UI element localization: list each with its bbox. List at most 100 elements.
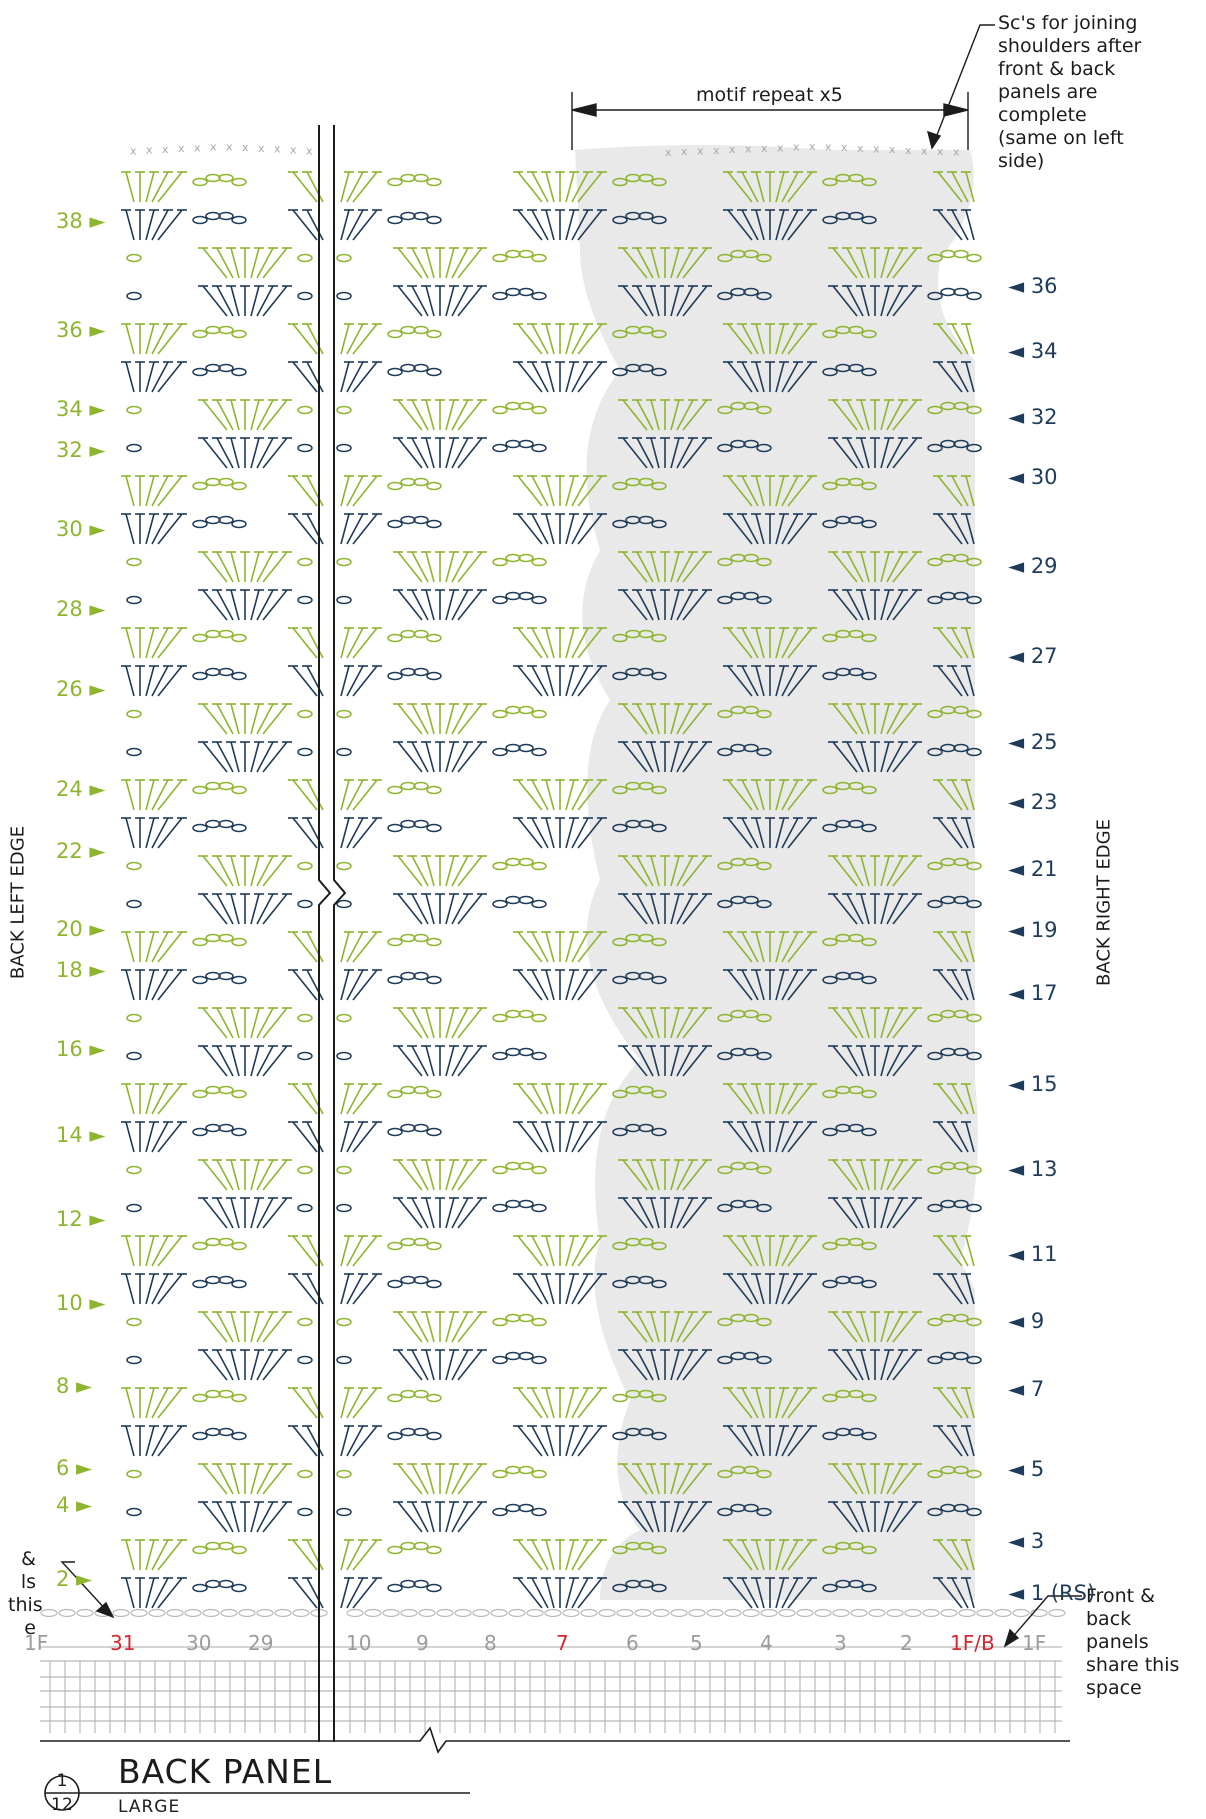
left-row-label: 10 ► (56, 1291, 106, 1315)
foundation-label: 4 (760, 1631, 773, 1655)
svg-text:x: x (825, 141, 832, 154)
left-row-label: 2 ► (56, 1567, 93, 1591)
left-partial-note-line: & (21, 1548, 36, 1570)
svg-text:x: x (665, 146, 672, 159)
foundation-label: 6 (626, 1631, 639, 1655)
left-row-label: 32 ► (56, 438, 106, 462)
right-row-label: ◄ 32 (1008, 405, 1058, 429)
svg-text:x: x (210, 141, 217, 154)
left-row-label: 36 ► (56, 318, 106, 342)
svg-text:x: x (921, 144, 928, 157)
shoulder-note-line: shoulders after (998, 35, 1142, 57)
left-row-label: 26 ► (56, 677, 106, 701)
svg-text:x: x (681, 145, 688, 158)
foundation-label: 3 (834, 1631, 847, 1655)
svg-text:x: x (194, 141, 201, 154)
svg-text:x: x (905, 144, 912, 157)
column-break-lines (318, 125, 347, 1742)
foundation-label: 1F/B (950, 1631, 995, 1655)
foundation-label: 1F (24, 1631, 49, 1655)
left-row-label: 24 ► (56, 777, 106, 801)
left-row-label: 12 ► (56, 1207, 106, 1231)
right-row-label: ◄ 34 (1008, 339, 1058, 363)
right-row-label: ◄ 5 (1008, 1457, 1045, 1481)
svg-text:x: x (258, 142, 265, 155)
left-row-label: 22 ► (56, 839, 106, 863)
svg-text:x: x (745, 143, 752, 156)
shoulder-note-line: side) (998, 150, 1045, 172)
right-row-label: ◄ 21 (1008, 857, 1058, 881)
svg-text:x: x (793, 141, 800, 154)
shoulder-note-line: front & back (998, 58, 1116, 80)
shared-space-note-line: space (1086, 1677, 1142, 1699)
shared-space-note-line: panels (1086, 1631, 1149, 1653)
svg-text:x: x (953, 146, 960, 159)
foundation-label: 2 (900, 1631, 913, 1655)
bottom-baseline (40, 1726, 1070, 1754)
foundation-label: 30 (186, 1631, 212, 1655)
title-rule (44, 1775, 470, 1811)
foundation-label: 31 (110, 1631, 136, 1655)
page-subtitle: LARGE (118, 1797, 181, 1817)
svg-text:x: x (713, 144, 720, 157)
svg-text:x: x (889, 143, 896, 156)
right-row-label: ◄ 25 (1008, 730, 1058, 754)
shoulder-note-line: (same on left (998, 127, 1124, 149)
svg-text:x: x (809, 140, 816, 153)
svg-text:x: x (162, 143, 169, 156)
right-row-label: ◄ 30 (1008, 465, 1058, 489)
left-row-label: 38 ► (56, 209, 106, 233)
svg-text:x: x (306, 144, 313, 157)
svg-text:x: x (146, 144, 153, 157)
back-left-edge-label: BACK LEFT EDGE (7, 825, 29, 980)
svg-text:x: x (178, 142, 185, 155)
shoulder-note: Sc's for joining shoulders after front & b… (998, 12, 1141, 173)
right-row-label: ◄ 17 (1008, 981, 1058, 1005)
svg-text:x: x (290, 144, 297, 157)
left-row-label: 14 ► (56, 1123, 106, 1147)
svg-text:x: x (697, 145, 704, 158)
shoulder-note-line: panels are (998, 81, 1098, 103)
foundation-label: 5 (690, 1631, 703, 1655)
foundation-label: 29 (248, 1631, 274, 1655)
foundation-label: 10 (346, 1631, 372, 1655)
motif-repeat-shade (575, 145, 978, 1600)
right-row-label: ◄ 27 (1008, 644, 1058, 668)
right-row-label: ◄ 13 (1008, 1157, 1058, 1181)
back-right-edge-label: BACK RIGHT EDGE (1093, 819, 1115, 987)
left-row-label: 16 ► (56, 1037, 106, 1061)
left-partial-note: & ls this e (8, 1548, 43, 1640)
left-partial-note-line: ls (20, 1571, 36, 1593)
left-row-label: 28 ► (56, 597, 106, 621)
left-partial-note-line: this (8, 1594, 43, 1616)
right-row-label: ◄ 9 (1008, 1309, 1045, 1333)
svg-text:x: x (274, 143, 281, 156)
right-row-label: ◄ 3 (1008, 1529, 1045, 1553)
svg-text:x: x (857, 142, 864, 155)
foundation-label: 9 (416, 1631, 429, 1655)
right-row-label: ◄ 23 (1008, 790, 1058, 814)
left-row-label: 8 ► (56, 1374, 93, 1398)
svg-text:x: x (873, 143, 880, 156)
svg-text:x: x (777, 141, 784, 154)
left-row-label: 18 ► (56, 958, 106, 982)
right-row-label: ◄ 15 (1008, 1072, 1058, 1096)
left-row-label: 6 ► (56, 1456, 93, 1480)
shared-space-note-line: share this (1086, 1654, 1180, 1676)
shared-space-note-line: back (1086, 1608, 1132, 1630)
left-row-label: 30 ► (56, 517, 106, 541)
foundation-label: 7 (556, 1631, 569, 1655)
svg-text:x: x (226, 140, 233, 153)
shared-space-note-line: Front & (1086, 1585, 1155, 1607)
shared-space-note: Front & back panels share this space (1086, 1585, 1179, 1700)
foundation-label: 8 (484, 1631, 497, 1655)
right-row-label: ◄ 29 (1008, 554, 1058, 578)
svg-text:x: x (761, 142, 768, 155)
svg-text:x: x (937, 145, 944, 158)
foundation-grid (40, 1608, 1066, 1733)
left-partial-note-line: e (24, 1617, 36, 1639)
leader-lines (60, 24, 1082, 1648)
shoulder-note-line: complete (998, 104, 1087, 126)
